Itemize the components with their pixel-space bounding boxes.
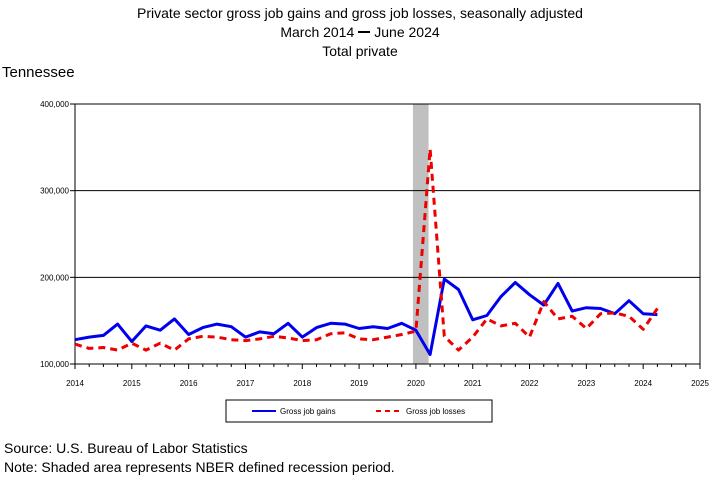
source-note: Source: U.S. Bureau of Labor Statistics [4, 440, 248, 456]
x-tick-label: 2014 [66, 379, 84, 388]
x-tick-label: 2016 [180, 379, 198, 388]
chart-canvas: 100,000 200,000 300,000 400,000 2014 2015 2016… [40, 100, 709, 423]
legend-label-losses: Gross job losses [406, 407, 465, 416]
x-tick-label: 2022 [521, 379, 539, 388]
legend-label-gains: Gross job gains [280, 407, 336, 416]
x-tick-label: 2019 [350, 379, 368, 388]
x-tick-label: 2021 [464, 379, 482, 388]
chart-period: March 2014 June 2024 [0, 23, 720, 42]
state-label: Tennessee [2, 64, 75, 81]
period-end: June 2024 [374, 24, 440, 40]
chart-title: Private sector gross job gains and gross… [137, 5, 583, 21]
legend-box [225, 399, 493, 423]
x-tick-label: 2018 [293, 379, 311, 388]
x-tick-label: 2024 [634, 379, 652, 388]
recession-note: Note: Shaded area represents NBER define… [4, 459, 395, 475]
y-tick-label: 300,000 [40, 187, 69, 196]
chart-subtitle: Total private [322, 43, 398, 59]
y-tick-label: 200,000 [40, 273, 69, 282]
series-line-losses [74, 147, 659, 352]
y-tick-label: 400,000 [40, 100, 69, 109]
y-tick-label: 100,000 [40, 360, 69, 369]
period-dash [358, 31, 371, 34]
x-tick-label: 2015 [123, 379, 141, 388]
x-tick-label: 2025 [691, 379, 709, 388]
x-tick-label: 2017 [237, 379, 255, 388]
series-line-gains [74, 277, 658, 356]
recession-shading [412, 104, 429, 364]
chart-title-block: Private sector gross job gains and gross… [0, 4, 720, 61]
x-tick-label: 2020 [407, 379, 425, 388]
x-tick-label: 2023 [577, 379, 595, 388]
period-start: March 2014 [280, 24, 355, 40]
